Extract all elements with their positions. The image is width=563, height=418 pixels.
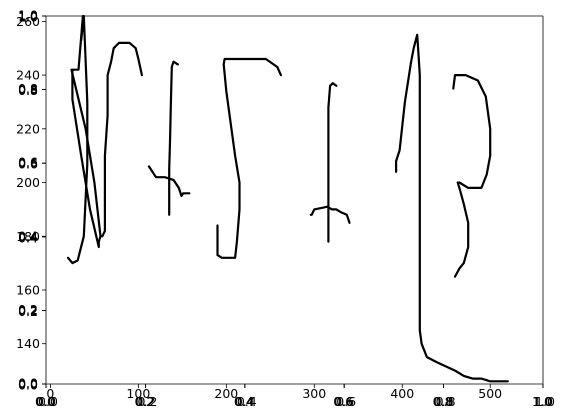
y-tick-label: 1.0: [18, 9, 38, 24]
stroke-layer: [66, 14, 509, 383]
handwriting-stroke-10: [452, 74, 492, 189]
y-tick-label: 0.0: [18, 377, 38, 392]
y-tick-label: 240: [16, 68, 40, 83]
x-tick-label: 200: [214, 386, 238, 401]
y-tick-label: 0.2: [18, 304, 38, 319]
x-tick-label: 1.0: [532, 394, 552, 409]
y-tick-label: 0.2: [18, 302, 38, 317]
x-tick-label: 400: [390, 386, 414, 401]
x-tick-label: 300: [302, 386, 326, 401]
x-tick-label: 0.6: [334, 394, 354, 409]
tick-layer: 0 100 200 300 400 500 140 160 180 200 220 240 260 0.0…: [16, 8, 555, 410]
x-tick-label: 500: [478, 386, 502, 401]
handwriting-stroke-7: [309, 205, 351, 224]
y-tick-label: 0.8: [18, 81, 38, 96]
y-tick-label: 160: [16, 282, 40, 297]
y-tick-label: 0.8: [18, 83, 38, 98]
x-tick-label: 0.6: [336, 394, 356, 409]
y-tick-label: 1.0: [18, 10, 38, 25]
y-tick-label: 0.2: [18, 303, 38, 318]
handwriting-stroke-3: [101, 41, 143, 238]
y-tick-label: 0.0: [18, 378, 38, 393]
y-tick-label: 0.6: [18, 156, 38, 171]
x-tick-label: 0.4: [235, 394, 255, 409]
handwriting-stroke-5: [168, 60, 179, 216]
y-tick-label: 0.4: [18, 229, 38, 244]
x-tick-label: 0.8: [434, 394, 454, 409]
y-tick-label: 140: [16, 336, 40, 351]
y-tick-label: 0.6: [18, 155, 38, 170]
x-tick-label: 0.0: [38, 394, 58, 409]
x-tick-label: 1.0: [535, 394, 555, 409]
x-tick-label: 0.8: [436, 394, 456, 409]
handwriting-stroke-1: [66, 14, 100, 265]
handwriting-stroke-9: [395, 33, 509, 383]
handwriting-stroke-11: [453, 181, 470, 278]
axes-frame: [45, 15, 544, 385]
x-tick-label: 0.2: [137, 394, 157, 409]
y-tick-label: 0.0: [18, 376, 38, 391]
x-tick-label: 0.8: [433, 394, 453, 409]
x-tick-label: 0.0: [36, 394, 56, 409]
y-tick-label: 0.8: [18, 82, 38, 97]
y-tick-label: 0.4: [18, 228, 38, 243]
handwriting-stroke-4: [147, 165, 191, 198]
x-tick-label: 1.0: [533, 394, 553, 409]
y-tick-label: 0.4: [18, 230, 38, 245]
x-tick-label: 0.4: [234, 394, 254, 409]
x-tick-label: 0.2: [134, 394, 154, 409]
x-tick-label: 0.4: [237, 394, 257, 409]
x-tick-label: 0.2: [135, 394, 155, 409]
y-tick-label: 260: [16, 14, 40, 29]
y-tick-label: 0.6: [18, 157, 38, 172]
y-tick-label: 200: [16, 175, 40, 190]
handwriting-stroke-8: [327, 82, 338, 243]
y-tick-label: 180: [16, 229, 40, 244]
handwriting-stroke-2: [70, 68, 102, 243]
x-tick-label: 0.0: [35, 394, 55, 409]
y-tick-label: 220: [16, 121, 40, 136]
x-tick-label: 0: [46, 386, 54, 401]
handwriting-stroke-6: [216, 57, 282, 259]
x-tick-label: 0.6: [333, 394, 353, 409]
y-tick-label: 1.0: [18, 8, 38, 23]
x-tick-label: 100: [126, 386, 150, 401]
